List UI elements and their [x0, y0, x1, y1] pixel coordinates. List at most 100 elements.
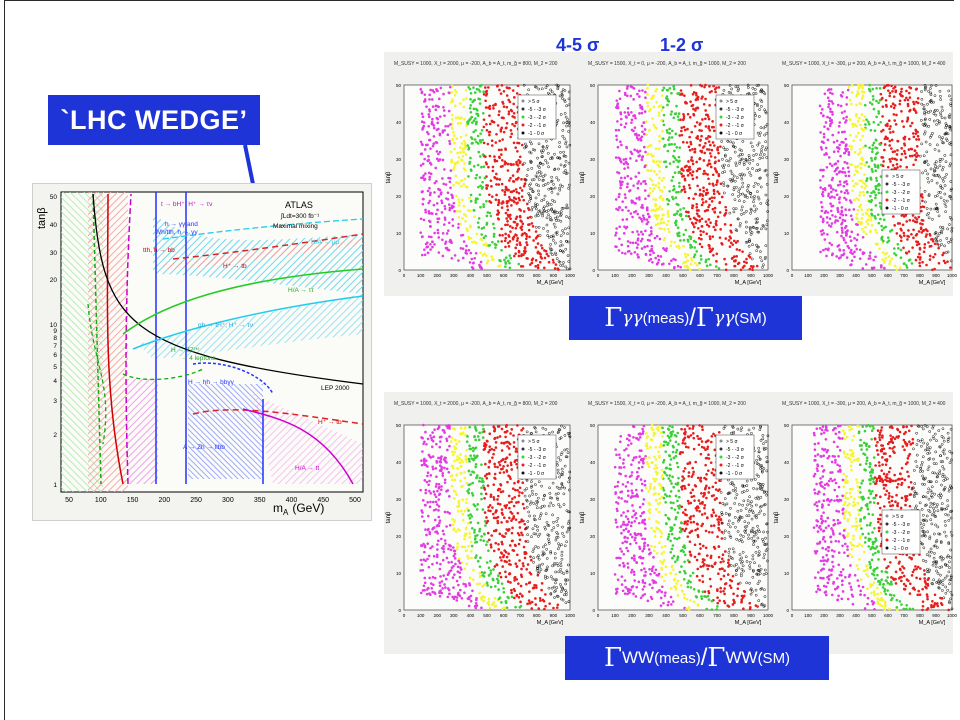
scan-point	[564, 169, 567, 172]
scan-point	[456, 545, 459, 549]
scan-point	[475, 554, 478, 557]
scan-point	[523, 146, 526, 150]
scan-point	[453, 254, 457, 257]
scan-point	[850, 230, 854, 234]
scan-point	[672, 213, 676, 217]
scan-point	[689, 84, 693, 87]
scan-point	[529, 572, 533, 576]
scan-point	[718, 201, 721, 205]
scan-point	[454, 116, 458, 120]
scan-point	[460, 159, 464, 162]
scan-point	[511, 497, 514, 501]
scan-point	[894, 90, 897, 94]
scan-point	[458, 146, 462, 149]
plot-label-gbth: gb → tH⁺, H⁺ → τν	[198, 322, 253, 329]
scan-point	[646, 212, 650, 216]
scan-point	[870, 224, 874, 227]
scan-point	[541, 212, 545, 215]
scan-point	[490, 447, 494, 451]
scan-point	[708, 182, 711, 186]
scan-point	[453, 93, 457, 97]
scan-point	[629, 177, 633, 180]
scan-point	[666, 131, 669, 134]
scan-point	[470, 550, 473, 553]
scan-point	[889, 105, 893, 108]
sigma-45-label: 4-5 σ	[556, 35, 599, 56]
scan-point	[884, 103, 888, 107]
scan-point	[688, 268, 692, 272]
scan-point	[442, 532, 446, 536]
scan-point	[450, 84, 454, 88]
scan-point	[843, 180, 847, 184]
scan-point	[693, 147, 697, 151]
scan-point	[500, 601, 503, 604]
scan-point	[623, 225, 626, 228]
scan-point	[451, 450, 454, 454]
scan-point	[855, 94, 858, 98]
scan-point	[659, 255, 663, 258]
scan-point	[556, 178, 560, 182]
scan-point	[899, 239, 903, 243]
scan-point	[487, 244, 490, 247]
scan-point	[835, 172, 839, 176]
scan-point	[682, 238, 686, 242]
scan-point	[461, 216, 464, 220]
scan-point	[452, 564, 455, 568]
scan-point	[639, 182, 643, 185]
scan-point	[495, 84, 499, 88]
scan-point	[453, 450, 456, 454]
scan-point	[457, 440, 461, 443]
scan-point	[474, 601, 478, 605]
scan-point	[691, 204, 695, 208]
scan-point	[443, 218, 447, 221]
scan-point	[708, 104, 711, 107]
scan-point	[870, 191, 873, 195]
scan-point	[518, 538, 522, 542]
scan-point	[524, 250, 527, 253]
scan-point	[530, 222, 534, 225]
scan-point	[497, 597, 501, 601]
scan-point	[838, 248, 841, 251]
scan-point	[429, 147, 432, 150]
scan-point	[519, 243, 522, 247]
scan-point	[552, 606, 555, 610]
scan-point	[552, 183, 555, 186]
scan-point	[867, 122, 871, 126]
scan-point	[463, 426, 467, 430]
scan-point	[830, 243, 834, 247]
scan-point	[438, 133, 442, 137]
scan-point	[451, 523, 455, 527]
scan-point	[929, 244, 933, 248]
scan-point	[564, 227, 567, 231]
scan-point	[660, 119, 663, 122]
scan-point	[536, 156, 539, 160]
scan-point	[489, 179, 493, 182]
scan-point	[520, 178, 523, 181]
scan-point	[640, 111, 644, 115]
scan-point	[923, 246, 926, 249]
scan-point	[454, 490, 457, 494]
scan-point	[488, 211, 492, 215]
scan-point	[828, 217, 832, 221]
scan-point	[840, 95, 844, 98]
scan-point	[515, 462, 518, 466]
scan-point	[708, 135, 712, 139]
scan-point	[443, 168, 446, 171]
scan-point	[549, 251, 553, 255]
scan-point	[712, 188, 716, 192]
scan-point	[708, 237, 712, 241]
scan-point	[907, 91, 911, 95]
scan-point	[434, 495, 438, 499]
scan-point	[478, 176, 482, 179]
scan-point	[468, 583, 472, 587]
scan-point	[420, 176, 423, 180]
scan-point	[655, 160, 659, 163]
scan-point	[707, 126, 711, 130]
scan-point	[428, 178, 431, 181]
scan-point	[855, 103, 858, 107]
scan-point	[427, 212, 431, 215]
scan-point	[509, 463, 513, 467]
scan-point	[560, 97, 564, 100]
scan-point	[497, 425, 501, 428]
scan-point	[491, 165, 495, 169]
